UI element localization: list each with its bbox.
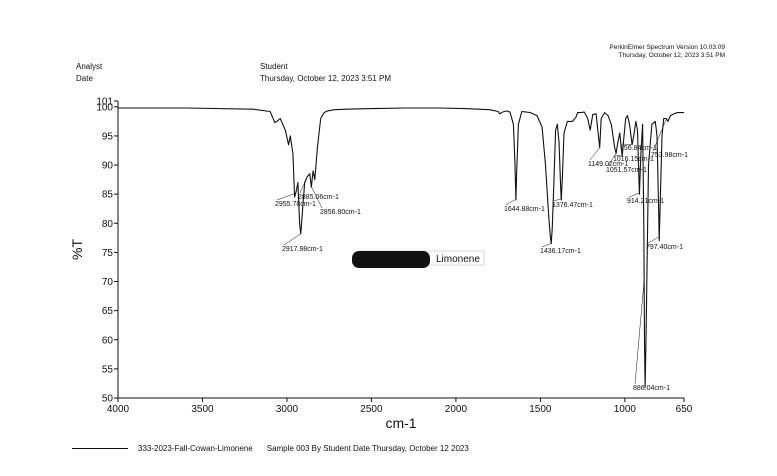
software-version: PerkinElmer Spectrum Version 10.03.09 <box>609 44 725 51</box>
peak-label: 797.40cm-1 <box>646 244 683 251</box>
peak-label: 753.98cm-1 <box>651 152 688 159</box>
software-info: PerkinElmer Spectrum Version 10.03.09 Th… <box>609 44 725 60</box>
peak-label: 1016.15cm-1 <box>613 156 654 163</box>
chart-axes <box>117 101 684 399</box>
y-tick-label: 85 <box>102 190 114 201</box>
peak-leader-line <box>553 198 562 202</box>
y-tick-label: 95 <box>102 131 114 142</box>
peak-label: 2885.06cm-1 <box>298 194 339 201</box>
y-tick-label: 80 <box>102 219 114 230</box>
redaction-mark <box>352 250 485 268</box>
chart-series <box>118 107 684 389</box>
y-tick-label: 55 <box>102 364 114 375</box>
y-tick-label: 60 <box>102 335 114 346</box>
peak-leader-line <box>541 243 552 248</box>
y-tick-label: 101 <box>96 97 113 108</box>
x-tick-label: 3500 <box>191 404 214 415</box>
spectrum-line <box>118 107 684 389</box>
peak-leader-line <box>299 178 307 194</box>
x-tick-label: 3000 <box>276 404 299 415</box>
date-label: Date <box>76 74 93 83</box>
y-tick-label: 65 <box>102 306 114 317</box>
x-tick-label: 2000 <box>445 404 468 415</box>
y-tick-label: 70 <box>102 277 114 288</box>
legend-swatch <box>72 448 128 450</box>
peak-leader-line <box>276 193 295 201</box>
peak-label: 914.21cm-1 <box>627 198 664 205</box>
x-axis-label: cm-1 <box>385 415 416 431</box>
redacted-name-mark <box>352 251 430 268</box>
peak-label: 2856.80cm-1 <box>320 209 361 216</box>
peak-label: 1376.47cm-1 <box>552 202 593 209</box>
x-tick-label: 2500 <box>360 404 383 415</box>
peak-leader-line <box>628 192 640 198</box>
peak-label: 1436.17cm-1 <box>540 248 581 255</box>
peak-leader-line <box>310 185 323 209</box>
y-tick-label: 50 <box>102 394 114 405</box>
peak-leader-line <box>634 280 645 385</box>
software-date: Thursday, October 12, 2023 3:51 PM <box>618 52 725 59</box>
x-tick-label: 1000 <box>614 404 637 415</box>
y-tick-label: 75 <box>102 248 114 259</box>
peak-leader-line <box>652 118 667 152</box>
x-tick-label: 1500 <box>529 404 552 415</box>
chart-peak-labels: 2955.78cm-1 2917.98cm-1 2885.06cm-1 2856.80… <box>275 118 688 392</box>
y-axis-label: %T <box>69 239 85 260</box>
peak-label: 886.04cm-1 <box>633 385 670 392</box>
peak-label: 1051.57cm-1 <box>606 167 647 174</box>
peak-label: 1644.88cm-1 <box>504 206 545 213</box>
analyst-label: Analyst <box>76 62 103 71</box>
analyst-value: Student <box>260 62 288 71</box>
peak-leader-line <box>647 236 660 244</box>
peak-label: 956.84cm-1 <box>620 145 657 152</box>
y-tick-label: 90 <box>102 161 114 172</box>
chart-ticks: 4000 3500 3000 2500 2000 1500 1000 650 50 55 60 65 7… <box>96 97 692 416</box>
peak-leader-line <box>614 154 623 157</box>
peak-leader-line <box>283 233 301 246</box>
peak-label: 1149.02cm-1 <box>588 161 628 168</box>
compound-annotation: Limonene <box>436 254 480 265</box>
date-value: Thursday, October 12, 2023 3:51 PM <box>260 74 392 83</box>
legend-sample-name: 333-2023-Fall-Cowan-Limonene <box>138 444 253 453</box>
peak-label: 2917.98cm-1 <box>282 246 323 253</box>
legend-description: Sample 003 By Student Date Thursday, Oct… <box>266 444 469 453</box>
x-tick-label: 650 <box>676 404 693 415</box>
peak-leader-line <box>505 199 517 206</box>
peak-leader-line <box>589 147 600 161</box>
legend: 333-2023-Fall-Cowan-Limonene Sample 003 B… <box>72 444 469 453</box>
peak-label: 2955.78cm-1 <box>275 201 316 208</box>
x-tick-label: 4000 <box>107 404 130 415</box>
peak-leader-line <box>607 152 617 167</box>
y-tick-label: 100 <box>96 102 113 113</box>
peak-leader-line <box>621 143 633 145</box>
